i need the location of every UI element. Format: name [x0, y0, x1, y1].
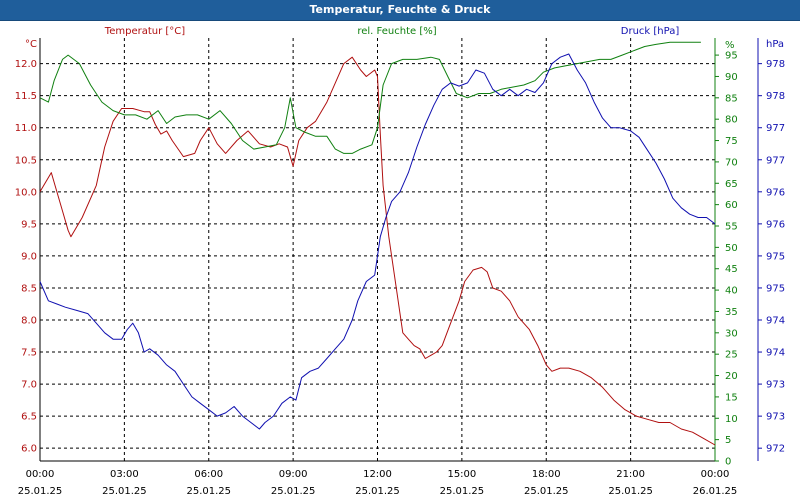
humidity-tick-label: 85 [725, 93, 738, 104]
x-tick-date: 25.01.25 [524, 486, 569, 497]
x-tick-time: 00:00 [26, 469, 55, 480]
pressure-tick-label: 978 [766, 91, 785, 102]
x-tick-date: 26.01.25 [693, 486, 738, 497]
pressure-tick-label: 973 [766, 380, 785, 391]
x-tick-date: 25.01.25 [608, 486, 653, 497]
pressure-tick-label: 977 [766, 155, 785, 166]
x-tick-date: 25.01.25 [355, 486, 400, 497]
x-tick-date: 25.01.25 [271, 486, 316, 497]
humidity-tick-label: 75 [725, 136, 738, 147]
humidity-tick-label: 10 [725, 414, 738, 425]
x-tick-time: 18:00 [532, 469, 561, 480]
x-tick-time: 03:00 [110, 469, 139, 480]
chart-grid [40, 38, 715, 461]
x-tick-time: 00:00 [701, 469, 730, 480]
pressure-tick-label: 975 [766, 251, 785, 262]
humidity-series-line [39, 41, 701, 154]
chart-series [39, 41, 716, 446]
humidity-tick-label: 30 [725, 328, 738, 339]
humidity-tick-label: 45 [725, 264, 738, 275]
pressure-tick-label: 978 [766, 59, 785, 70]
temperature-tick-label: 9.0 [21, 251, 37, 262]
temperature-tick-label: 11.0 [15, 123, 37, 134]
chart-labels: 00:00 25.01.25 03:00 25.01.25 06:00 25.01.25 0… [15, 26, 785, 497]
humidity-tick-label: 55 [725, 222, 738, 233]
x-tick-time: 15:00 [447, 469, 476, 480]
humidity-tick-label: 35 [725, 307, 738, 318]
chart-axes [39, 38, 762, 462]
x-tick-date: 25.01.25 [186, 486, 231, 497]
humidity-axis-title: rel. Feuchte [%] [357, 26, 436, 37]
temperature-tick-label: 9.5 [21, 219, 37, 230]
pressure-tick-label: 975 [766, 283, 785, 294]
humidity-tick-label: 15 [725, 392, 738, 403]
pressure-tick-label: 974 [766, 316, 785, 327]
x-tick-date: 25.01.25 [18, 486, 63, 497]
humidity-tick-label: 70 [725, 157, 738, 168]
pressure-tick-label: 976 [766, 187, 785, 198]
humidity-tick-label: 40 [725, 286, 738, 297]
temperature-unit: °C [25, 39, 37, 50]
pressure-series-line [39, 53, 716, 430]
temperature-tick-label: 10.0 [15, 187, 37, 198]
window-title-bar: Temperatur, Feuchte & Druck [0, 0, 800, 21]
pressure-tick-label: 974 [766, 348, 785, 359]
pressure-tick-label: 973 [766, 412, 785, 423]
temperature-series-line [39, 56, 716, 446]
temperature-tick-label: 6.5 [21, 412, 37, 423]
pressure-axis-title: Druck [hPa] [621, 26, 680, 37]
humidity-tick-label: 95 [725, 51, 738, 62]
pressure-unit: hPa [766, 39, 784, 50]
humidity-tick-label: 90 [725, 72, 738, 83]
x-tick-date: 25.01.25 [440, 486, 485, 497]
pressure-tick-label: 977 [766, 123, 785, 134]
humidity-tick-label: 5 [725, 435, 731, 446]
x-tick-date: 25.01.25 [102, 486, 147, 497]
temperature-tick-label: 12.0 [15, 59, 37, 70]
pressure-tick-label: 976 [766, 219, 785, 230]
humidity-tick-label: 65 [725, 179, 738, 190]
humidity-tick-label: 20 [725, 371, 738, 382]
humidity-tick-label: 80 [725, 115, 738, 126]
temperature-tick-label: 10.5 [15, 155, 37, 166]
temperature-tick-label: 7.5 [21, 348, 37, 359]
temperature-tick-label: 11.5 [15, 91, 37, 102]
temperature-tick-label: 8.5 [21, 283, 37, 294]
window-title: Temperatur, Feuchte & Druck [309, 3, 491, 16]
x-tick-time: 21:00 [616, 469, 645, 480]
humidity-unit: % [725, 40, 735, 51]
temperature-tick-label: 7.0 [21, 380, 37, 391]
x-tick-time: 12:00 [363, 469, 392, 480]
humidity-tick-label: 50 [725, 243, 738, 254]
x-tick-time: 06:00 [194, 469, 223, 480]
temperature-tick-label: 6.0 [21, 444, 37, 455]
humidity-tick-label: 60 [725, 200, 738, 211]
temperature-axis-title: Temperatur [°C] [104, 26, 185, 37]
temperature-tick-label: 8.0 [21, 316, 37, 327]
humidity-tick-label: 0 [725, 457, 731, 468]
weather-chart: 00:00 25.01.25 03:00 25.01.25 06:00 25.01.25 0… [15, 26, 785, 497]
humidity-tick-label: 25 [725, 350, 738, 361]
x-tick-time: 09:00 [279, 469, 308, 480]
pressure-tick-label: 972 [766, 444, 785, 455]
